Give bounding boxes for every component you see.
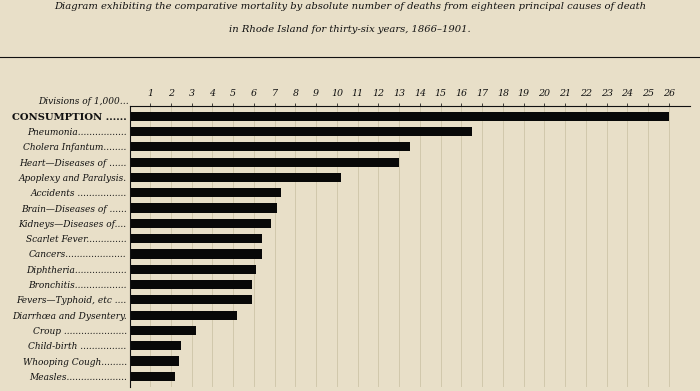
Bar	[130, 158, 399, 167]
Bar	[130, 173, 341, 182]
Bar	[130, 326, 196, 335]
Bar	[130, 249, 262, 258]
Bar	[130, 142, 410, 151]
Bar	[130, 341, 181, 350]
Text: Divisions of 1,000…: Divisions of 1,000…	[38, 97, 129, 106]
Bar	[130, 127, 472, 136]
Bar	[130, 265, 256, 274]
Bar	[130, 219, 270, 228]
Bar	[130, 372, 175, 381]
Bar	[130, 234, 262, 243]
Text: Diagram exhibiting the comparative mortality by absolute number of deaths from e: Diagram exhibiting the comparative morta…	[54, 2, 646, 11]
Bar	[130, 112, 668, 121]
Text: in Rhode Island for thirty-six years, 1866–1901.: in Rhode Island for thirty-six years, 18…	[229, 25, 471, 34]
Bar	[130, 203, 276, 213]
Bar	[130, 188, 281, 197]
Bar	[130, 295, 252, 305]
Bar	[130, 280, 252, 289]
Bar	[130, 310, 237, 320]
Bar	[130, 357, 179, 366]
